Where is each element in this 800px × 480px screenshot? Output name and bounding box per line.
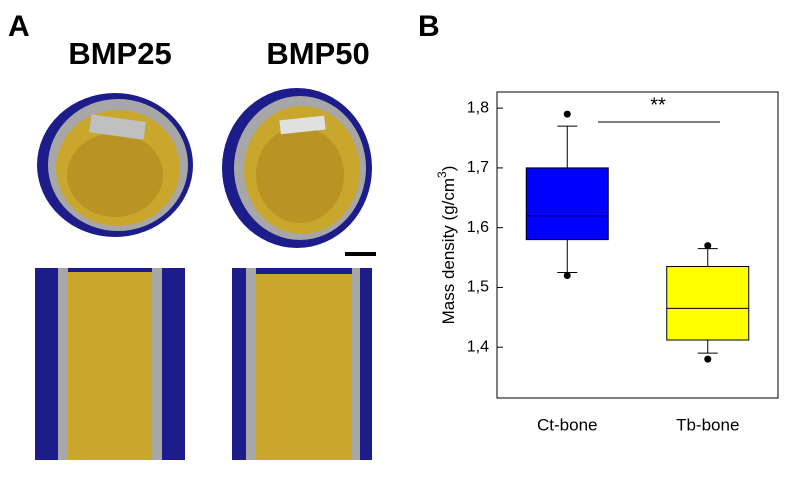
y-tick-label: 1,5	[467, 279, 489, 296]
y-tick-label: 1,6	[467, 219, 489, 236]
y-tick-label: 1,4	[467, 338, 489, 355]
significance: **	[650, 94, 666, 116]
x-tick-label: Ct-bone	[537, 415, 597, 434]
y-axis-label-sup: 3	[435, 171, 449, 178]
bone-longitudinal	[35, 268, 185, 460]
outlier	[563, 110, 571, 118]
panel-label: B	[418, 10, 440, 43]
box	[525, 167, 609, 241]
plot-frame	[496, 91, 779, 399]
box	[666, 266, 750, 341]
group-label: BMP50	[266, 36, 369, 71]
panel-label: A	[8, 10, 30, 43]
y-axis-label: Mass density (g/cm3)	[435, 166, 458, 325]
y-axis-label-text: Mass density (g/cm	[439, 178, 458, 324]
bone-cross-section	[222, 88, 372, 248]
bone-longitudinal	[232, 268, 372, 460]
outlier	[563, 271, 571, 279]
y-tick-label: 1,8	[467, 99, 489, 116]
group-label: BMP25	[68, 36, 171, 71]
y-axis-label-end: )	[439, 166, 458, 172]
bone-cross-section	[37, 93, 193, 237]
x-tick-label: Tb-bone	[676, 415, 739, 434]
outlier	[704, 355, 712, 363]
outlier	[704, 242, 712, 250]
y-tick-label: 1,7	[467, 159, 489, 176]
